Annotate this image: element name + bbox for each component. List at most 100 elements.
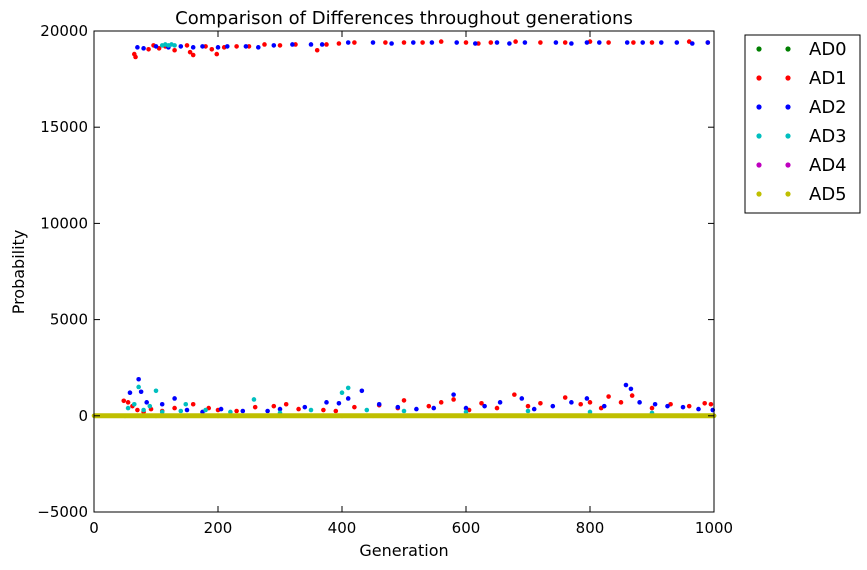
data-point [652, 401, 658, 407]
data-point [187, 49, 193, 55]
data-point [525, 408, 531, 414]
data-point [172, 405, 177, 411]
data-point [240, 408, 246, 414]
data-point [121, 398, 127, 404]
legend-marker [785, 46, 791, 52]
data-point [401, 40, 407, 45]
data-point [324, 42, 329, 47]
data-point [243, 44, 249, 49]
legend-label-ad0: AD0 [809, 39, 847, 60]
data-point [135, 407, 140, 413]
y-tick-label: 20000 [40, 22, 88, 40]
data-point [562, 40, 568, 45]
data-point [512, 392, 517, 397]
data-point [172, 47, 177, 53]
data-point [578, 401, 583, 407]
data-point [414, 406, 419, 412]
data-point [482, 403, 487, 409]
data-point [172, 43, 177, 48]
data-point [383, 40, 388, 45]
data-point [587, 409, 593, 415]
data-point [314, 47, 320, 53]
data-point [395, 404, 401, 410]
data-point [214, 51, 220, 57]
data-point [629, 393, 635, 398]
data-point [251, 397, 257, 402]
data-point [141, 407, 146, 413]
data-point [339, 390, 345, 396]
data-point [172, 396, 177, 401]
data-point [376, 401, 382, 407]
data-point [451, 397, 456, 402]
data-point [597, 40, 602, 45]
data-point [389, 41, 394, 46]
data-point [519, 396, 525, 401]
data-point [618, 400, 624, 405]
data-point [562, 395, 568, 400]
data-point [624, 40, 630, 45]
data-point [147, 403, 153, 409]
data-point [319, 42, 325, 47]
data-point [463, 40, 469, 45]
data-point [649, 405, 655, 411]
data-point [336, 41, 342, 46]
data-point [234, 44, 239, 49]
data-point [215, 45, 221, 50]
data-point [522, 40, 528, 45]
y-tick-label: 0 [78, 407, 88, 425]
data-point [184, 43, 190, 48]
data-point [494, 40, 500, 45]
data-point [125, 400, 131, 405]
legend-marker [785, 104, 791, 110]
data-point [127, 390, 133, 396]
x-tick-label: 200 [204, 519, 233, 537]
legend-marker [785, 75, 791, 81]
data-point [463, 409, 469, 415]
plot-area: 0 200 400 600 800 1000−5000050001000015000200… [37, 22, 733, 537]
data-point [463, 405, 469, 411]
data-point [153, 388, 159, 394]
data-point [136, 376, 141, 382]
data-point [507, 41, 512, 46]
data-point [234, 408, 239, 414]
data-point [401, 398, 407, 403]
legend-label-ad1: AD1 [809, 68, 847, 89]
legend-label-ad3: AD3 [809, 126, 847, 147]
data-point [494, 405, 500, 411]
data-point [352, 404, 357, 410]
data-point [133, 54, 138, 60]
data-point [136, 384, 141, 390]
data-point [370, 40, 376, 45]
data-point [623, 382, 629, 388]
axes-frame [93, 30, 715, 513]
legend-label-ad4: AD4 [809, 155, 847, 176]
legend-marker [756, 162, 762, 168]
data-point [146, 46, 151, 52]
data-point [587, 400, 593, 405]
data-point [153, 44, 159, 49]
data-point [132, 401, 137, 407]
data-point [479, 400, 484, 406]
legend-frame [744, 34, 861, 214]
data-point [218, 406, 224, 412]
data-point [290, 42, 295, 47]
data-point [359, 388, 365, 394]
data-point [690, 41, 695, 46]
data-point [141, 46, 146, 51]
data-point [553, 40, 559, 45]
y-tick-label: 10000 [40, 214, 88, 232]
data-point [705, 40, 711, 45]
data-point [308, 407, 314, 413]
legend-marker [756, 104, 762, 110]
data-point [606, 394, 611, 399]
data-point [265, 408, 270, 414]
data-point [601, 403, 607, 409]
data-point [702, 400, 707, 406]
data-point [345, 385, 351, 391]
data-point [628, 386, 634, 392]
data-point [606, 40, 611, 45]
series-ad2 [127, 40, 716, 415]
x-tick-label: 0 [89, 519, 99, 537]
series-ad3 [125, 42, 655, 416]
